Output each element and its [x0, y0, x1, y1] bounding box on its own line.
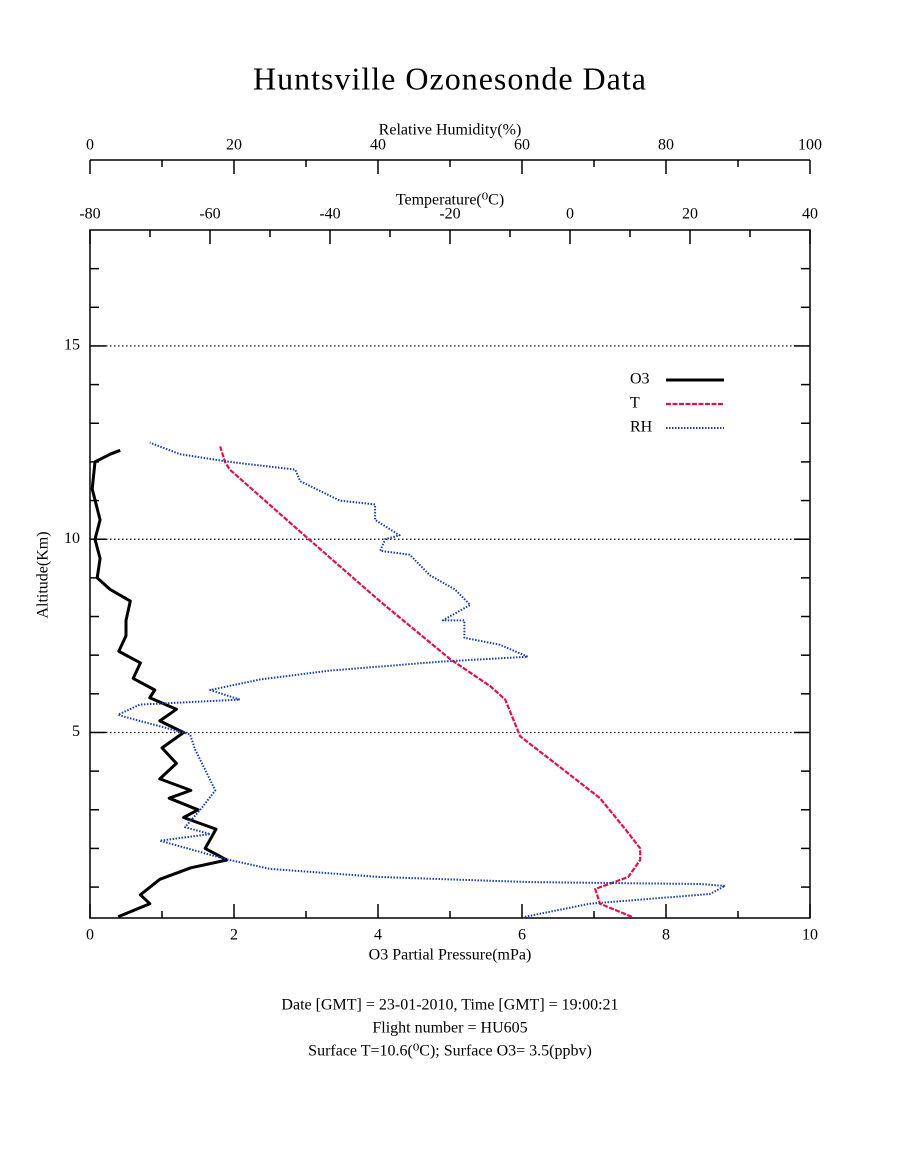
x-tick-label: 20	[226, 137, 242, 154]
y-tick-label: 5	[72, 723, 80, 740]
chart-title: Huntsville Ozonesonde Data	[253, 60, 647, 96]
x-tick-label: 100	[798, 137, 822, 154]
legend-label: T	[630, 395, 640, 412]
x-tick-label: -40	[319, 206, 340, 223]
x-tick-label: 0	[566, 206, 574, 223]
o3-axis-label: O3 Partial Pressure(mPa)	[369, 947, 532, 964]
legend-label: RH	[630, 419, 653, 436]
footer-line: Surface T=10.6(⁰C); Surface O3= 3.5(ppbv…	[308, 1043, 592, 1060]
y-axis-label: Altitude(Km)	[35, 531, 52, 618]
x-tick-label: -20	[439, 206, 460, 223]
plot-frame	[89, 229, 811, 919]
x-tick-label: 4	[374, 927, 382, 944]
x-tick-label: 0	[86, 137, 94, 154]
x-tick-label: 2	[230, 927, 238, 944]
x-tick-label: 6	[518, 927, 526, 944]
y-tick-label: 10	[64, 530, 80, 547]
x-tick-label: 40	[370, 137, 386, 154]
x-tick-label: 80	[658, 137, 674, 154]
x-tick-label: -60	[199, 206, 220, 223]
x-tick-label: -80	[79, 206, 100, 223]
x-tick-label: 8	[662, 927, 670, 944]
series-line	[117, 441, 726, 918]
x-tick-label: 60	[514, 137, 530, 154]
y-tick-label: 15	[64, 337, 80, 354]
x-tick-label: 10	[802, 927, 818, 944]
footer-line: Date [GMT] = 23-01-2010, Time [GMT] = 19…	[281, 997, 618, 1014]
x-tick-label: 40	[802, 206, 818, 223]
series-line	[219, 446, 642, 918]
series-line	[90, 448, 229, 919]
footer-line: Flight number = HU605	[372, 1020, 527, 1037]
x-tick-label: 20	[682, 206, 698, 223]
x-tick-label: 0	[86, 927, 94, 944]
legend-label: O3	[630, 371, 650, 388]
temperature-axis-label: Temperature(⁰C)	[396, 192, 504, 209]
rh-axis-label: Relative Humidity(%)	[379, 122, 522, 139]
